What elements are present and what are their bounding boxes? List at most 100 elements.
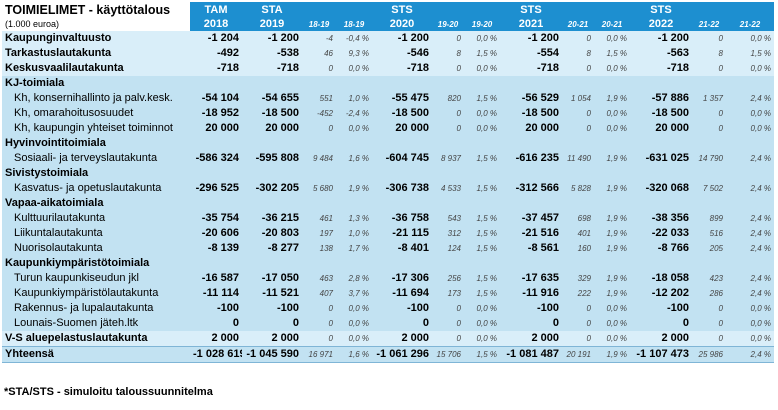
table-cell: [190, 76, 242, 91]
table-cell: 0,0 %: [464, 61, 500, 76]
table-cell: 138: [302, 241, 336, 256]
table-cell: 0: [500, 316, 562, 331]
table-cell: 0: [692, 106, 726, 121]
table-cell: [242, 136, 302, 151]
table-row: Nuorisolautakunta -8 139 -8 277 138 1,7 % -8 …: [2, 241, 774, 256]
table-cell: 0,0 %: [464, 31, 500, 46]
table-cell: [692, 196, 726, 211]
table-cell: -100: [630, 301, 692, 316]
table-cell: -21 115: [372, 226, 432, 241]
table-cell: 2,4 %: [726, 211, 774, 226]
table-cell: 1,5 %: [464, 241, 500, 256]
table-cell: -18 500: [630, 106, 692, 121]
table-row: Rakennus- ja lupalautakunta -100 -100 0 0,0 …: [2, 301, 774, 316]
table-cell: -296 525: [190, 181, 242, 196]
header-top-cell: [594, 2, 630, 18]
table-cell: 1 357: [692, 91, 726, 106]
table-cell: [594, 196, 630, 211]
table-cell: -718: [500, 61, 562, 76]
table-cell: -8 277: [242, 241, 302, 256]
table-cell: 1,7 %: [336, 241, 372, 256]
table-cell: 9,3 %: [336, 46, 372, 61]
table-cell: 1,0 %: [336, 226, 372, 241]
table-cell: -11 114: [190, 286, 242, 301]
table-cell: 1,9 %: [336, 181, 372, 196]
table-cell: [726, 166, 774, 181]
table-cell: [500, 256, 562, 271]
table-cell: 4 533: [432, 181, 464, 196]
table-cell: -492: [190, 46, 242, 61]
table-cell: 20 000: [500, 121, 562, 136]
table-cell: -100: [242, 301, 302, 316]
table-cell: -8 766: [630, 241, 692, 256]
table-cell: 20 000: [190, 121, 242, 136]
table-cell: 1,5 %: [464, 91, 500, 106]
table-cell: 0: [302, 301, 336, 316]
table-cell: [562, 196, 594, 211]
table-cell: [336, 256, 372, 271]
budget-table: TOIMIELIMET - käyttötalous TAM STA STS STS S…: [2, 2, 774, 363]
table-cell: 0: [692, 121, 726, 136]
table-cell: -302 205: [242, 181, 302, 196]
table-cell: [594, 76, 630, 91]
header-top-cell: [336, 2, 372, 18]
table-cell: -312 566: [500, 181, 562, 196]
table-cell: [562, 136, 594, 151]
table-cell: [726, 256, 774, 271]
table-cell: 2,4 %: [726, 286, 774, 301]
table-row: Kh, omarahoitusosuudet -18 952 -18 500 -452…: [2, 106, 774, 121]
header-bottom-cell: 2018: [190, 18, 242, 31]
table-row: Kulttuurilautakunta -35 754 -36 215 461 1,3 …: [2, 211, 774, 226]
table-cell: [562, 76, 594, 91]
table-row: Kaupunginvaltuusto -1 204 -1 200 -4 -0,4 % -1…: [2, 31, 774, 46]
footnote: *STA/STS - simuloitu taloussuunnitelma: [4, 386, 213, 398]
table-cell: [336, 76, 372, 91]
table-cell: -1 081 487: [500, 346, 562, 363]
table-cell: -1 045 590: [242, 346, 302, 363]
table-cell: -1 204: [190, 31, 242, 46]
table-cell: -2,4 %: [336, 106, 372, 121]
table-cell: 1,5 %: [464, 211, 500, 226]
table-cell: [336, 166, 372, 181]
table-cell: [464, 256, 500, 271]
table-cell: [242, 256, 302, 271]
table-cell: [464, 196, 500, 211]
table-cell: -8 139: [190, 241, 242, 256]
table-cell: 0: [190, 316, 242, 331]
header-bottom-cell: 2021: [500, 18, 562, 31]
table-cell: [372, 256, 432, 271]
table-cell: -55 475: [372, 91, 432, 106]
table-cell: 423: [692, 271, 726, 286]
table-cell: -586 324: [190, 151, 242, 166]
table-cell: -616 235: [500, 151, 562, 166]
table-cell: [302, 166, 336, 181]
table-cell: 20 191: [562, 346, 594, 363]
table-cell: [630, 196, 692, 211]
table-cell: -718: [242, 61, 302, 76]
table-cell: 2,4 %: [726, 151, 774, 166]
table-cell: 3,7 %: [336, 286, 372, 301]
table-cell: 0,0 %: [594, 316, 630, 331]
table-cell: 0,0 %: [336, 331, 372, 347]
table-cell: 0: [432, 61, 464, 76]
table-cell: 0: [302, 61, 336, 76]
table-cell: [432, 196, 464, 211]
table-cell: 0,0 %: [726, 106, 774, 121]
table-cell: -57 886: [630, 91, 692, 106]
table-cell: 463: [302, 271, 336, 286]
table-cell: 0,0 %: [726, 331, 774, 347]
table-row: Keskusvaalilautakunta -718 -718 0 0,0 % -718 0…: [2, 61, 774, 76]
table-cell: [432, 256, 464, 271]
row-label: Rakennus- ja lupalautakunta: [2, 301, 190, 316]
table-cell: 0,0 %: [464, 301, 500, 316]
table-cell: 0: [692, 316, 726, 331]
table-cell: 2,8 %: [336, 271, 372, 286]
table-cell: 222: [562, 286, 594, 301]
table-cell: -18 500: [500, 106, 562, 121]
table-cell: [432, 76, 464, 91]
table-cell: 0,0 %: [726, 31, 774, 46]
table-cell: 1,9 %: [594, 151, 630, 166]
table-cell: 0: [372, 316, 432, 331]
table-cell: [500, 76, 562, 91]
table-cell: [190, 136, 242, 151]
